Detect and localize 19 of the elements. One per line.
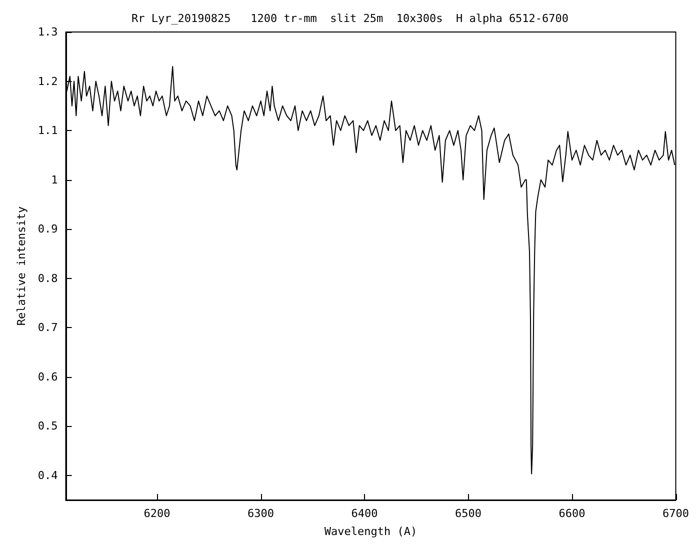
y-tick-label: 0.4	[38, 468, 58, 482]
y-tick-label: 1.1	[38, 124, 58, 138]
x-tick-label: 6200	[144, 507, 170, 520]
x-tick-label: 6300	[248, 507, 274, 520]
y-tick-label: 0.6	[38, 370, 58, 384]
y-tick-label: 0.9	[38, 222, 58, 236]
x-tick-label: 6400	[351, 507, 378, 520]
y-tick-label: 0.5	[38, 420, 58, 433]
x-tick-label: 6700	[662, 507, 690, 520]
y-tick-label: 1.2	[38, 74, 58, 88]
x-axis-title: Wavelength (A)	[324, 525, 418, 538]
x-tick-label: 6500	[455, 507, 482, 520]
chart-title: Rr Lyr_20190825 1200 tr-mm slit 25m 10x300s H alpha 6512-6700	[131, 12, 569, 25]
x-tick-label: 6600	[558, 507, 586, 520]
y-axis-title: Relative intensity	[15, 206, 28, 326]
y-tick-label: 1	[51, 173, 58, 186]
y-tick-label: 0.7	[38, 321, 58, 334]
y-tick-label: 0.8	[38, 272, 58, 285]
y-tick-label: 1.3	[38, 26, 58, 38]
